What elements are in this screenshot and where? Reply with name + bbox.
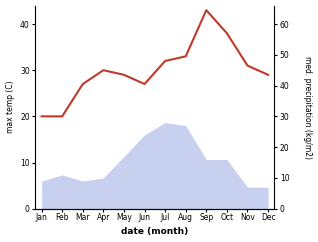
X-axis label: date (month): date (month) bbox=[121, 227, 189, 236]
Y-axis label: med. precipitation (kg/m2): med. precipitation (kg/m2) bbox=[303, 56, 313, 159]
Y-axis label: max temp (C): max temp (C) bbox=[5, 81, 15, 133]
